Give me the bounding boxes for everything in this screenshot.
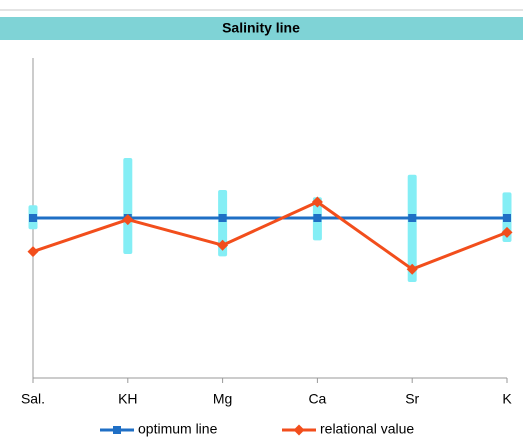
legend-marker [293, 424, 305, 436]
x-tick-label: Mg [213, 391, 232, 407]
title-bar [0, 17, 523, 40]
legend-label: optimum line [138, 421, 218, 437]
point [217, 239, 229, 251]
x-tick-label: K [502, 391, 512, 407]
point [27, 246, 39, 258]
x-tick-label: Ca [308, 391, 326, 407]
chart-title: Salinity line [222, 20, 300, 36]
point [29, 214, 37, 222]
point [406, 263, 418, 275]
x-tick-label: KH [118, 391, 137, 407]
x-tick-label: Sr [405, 391, 419, 407]
point [408, 214, 417, 222]
legend-label: relational value [320, 421, 414, 437]
legend-marker [113, 426, 121, 434]
point [218, 214, 227, 222]
point [501, 226, 513, 238]
tolerance-band [218, 190, 228, 257]
point [503, 214, 511, 222]
series-line [32, 200, 508, 271]
x-tick-label: Sal. [21, 391, 45, 407]
point [122, 214, 134, 226]
point [313, 214, 322, 222]
tolerance-band [123, 158, 133, 254]
point [311, 196, 323, 208]
tolerance-band [407, 174, 417, 282]
